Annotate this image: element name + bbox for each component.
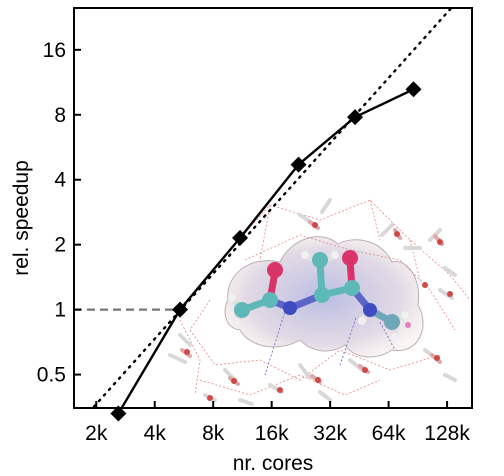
data-point-5 (347, 109, 364, 126)
y-tick-label: 2 (54, 234, 66, 257)
x-tick-label: 16k (255, 422, 289, 445)
ideal-line-layer (91, 8, 453, 408)
molecule-illustration (168, 198, 471, 406)
x-tick-label: 4k (144, 422, 167, 445)
data-point-3 (232, 229, 249, 246)
x-axis-label: nr. cores (233, 452, 314, 475)
data-point-1 (110, 405, 127, 422)
y-axis-label: rel. speedup (10, 160, 33, 276)
data-point-4 (290, 156, 307, 173)
series-layer (110, 81, 422, 422)
y-tick-label: 0.5 (37, 364, 66, 387)
water-oxygens (184, 222, 453, 401)
y-ticks: 0.5 1 2 4 8 16 (37, 39, 81, 387)
x-tick-label: 64k (372, 422, 406, 445)
data-point-6 (405, 81, 422, 98)
y-tick-label: 16 (43, 39, 66, 62)
x-tick-label: 2k (85, 422, 108, 445)
y-tick-label: 8 (54, 104, 66, 127)
data-point-2 (172, 301, 189, 318)
x-tick-label: 128k (424, 422, 470, 445)
x-tick-label: 8k (202, 422, 225, 445)
plot-frame (73, 7, 473, 409)
y-tick-label: 4 (54, 169, 66, 192)
ideal-scaling-line (91, 8, 453, 408)
x-ticks: 2k 4k 8k 16k 32k 64k 128k (85, 401, 470, 445)
speedup-series-line (117, 88, 415, 415)
hydrogen-bond-network (179, 199, 471, 396)
x-tick-label: 32k (313, 422, 347, 445)
molecule-atoms (228, 250, 411, 341)
y-tick-label: 1 (54, 299, 66, 322)
